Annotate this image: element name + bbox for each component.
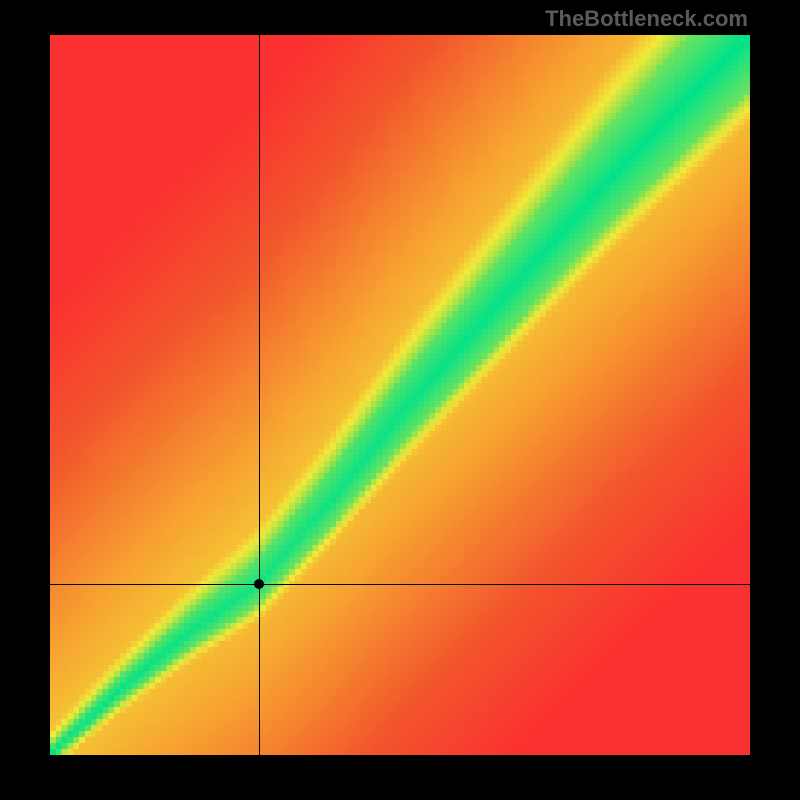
crosshair-vertical xyxy=(259,35,260,755)
watermark-text: TheBottleneck.com xyxy=(545,6,748,32)
data-point-marker xyxy=(254,579,264,589)
crosshair-horizontal xyxy=(50,584,750,585)
heatmap-canvas xyxy=(50,35,750,755)
chart-frame: TheBottleneck.com xyxy=(0,0,800,800)
plot-area xyxy=(50,35,750,755)
